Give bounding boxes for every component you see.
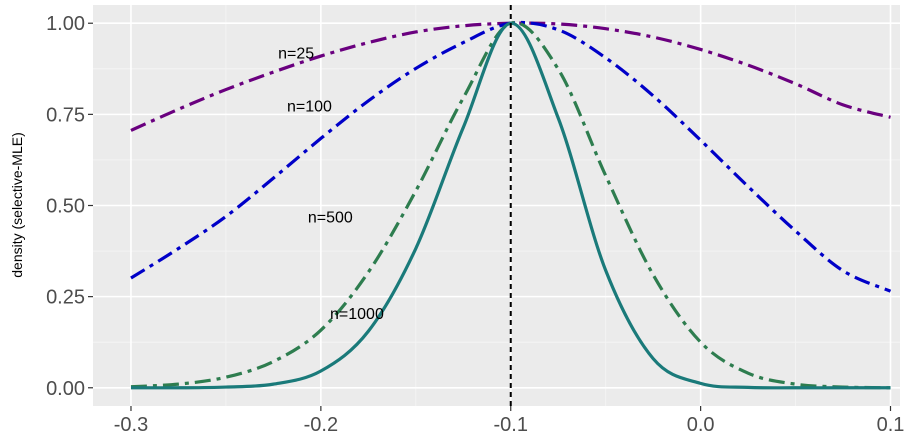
x-tick-label: -0.1 [494, 414, 528, 436]
y-axis: 0.00 0.25 0.50 0.75 1.00 [46, 13, 93, 400]
y-tick-label: 0.75 [46, 104, 85, 126]
series-label-n1000: n=1000 [330, 306, 384, 323]
y-tick-label: 1.00 [46, 13, 85, 35]
series-label-n100: n=100 [287, 98, 332, 115]
series-label-n25: n=25 [278, 45, 314, 62]
series-label-n500: n=500 [308, 209, 353, 226]
y-tick-label: 0.00 [46, 378, 85, 400]
y-tick-label: 0.25 [46, 287, 85, 309]
y-axis-title: density (selective-MLE) [9, 132, 25, 278]
x-tick-label: -0.3 [114, 414, 148, 436]
x-tick-label: 0.0 [687, 414, 715, 436]
series-labels: n=25 n=100 n=500 n=1000 [278, 45, 384, 323]
x-tick-label: -0.2 [304, 414, 338, 436]
x-axis: -0.3 -0.2 -0.1 0.0 0.1 [114, 406, 905, 436]
x-tick-label: 0.1 [877, 414, 905, 436]
y-tick-label: 0.50 [46, 196, 85, 218]
